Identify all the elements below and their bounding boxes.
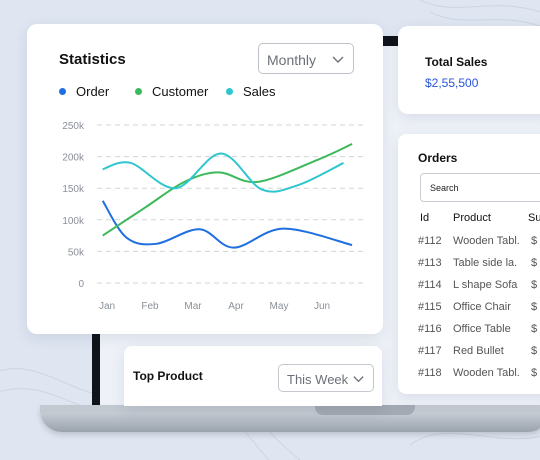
orders-card: Orders Search Id Product Su #112 Wooden T…: [398, 134, 540, 394]
column-header-product[interactable]: Product: [453, 212, 491, 224]
period-select[interactable]: This Week: [278, 364, 374, 392]
table-row[interactable]: #113 Table side la. $: [398, 257, 540, 279]
legend-dot: [135, 88, 142, 95]
chevron-down-icon: [332, 56, 344, 63]
order-product: L shape Sofa: [453, 279, 518, 291]
order-id: #116: [418, 323, 442, 335]
legend-item-order[interactable]: Order: [59, 84, 109, 99]
y-tick-label: 0: [78, 279, 84, 290]
order-product: Table side la.: [453, 257, 518, 269]
order-id: #113: [418, 257, 442, 269]
table-row[interactable]: #114 L shape Sofa $: [398, 279, 540, 301]
order-amount: $: [531, 367, 538, 379]
total-sales-value: $2,55,500: [425, 76, 479, 90]
statistics-card: Statistics Monthly Order Customer Sales …: [27, 24, 383, 334]
order-product: Office Table: [453, 323, 511, 335]
laptop-base-edge: [40, 405, 540, 413]
table-row[interactable]: #115 Office Chair $: [398, 301, 540, 323]
x-tick-label: Feb: [141, 301, 159, 312]
column-header-id[interactable]: Id: [420, 212, 430, 224]
x-tick-label: Apr: [228, 301, 244, 312]
order-id: #112: [418, 235, 442, 247]
series-line-customer[interactable]: [102, 143, 353, 237]
order-product: Office Chair: [453, 301, 511, 313]
column-header-sum[interactable]: Su: [528, 212, 540, 224]
x-tick-label: Mar: [184, 301, 202, 312]
series-line-order[interactable]: [101, 200, 353, 249]
top-product-title: Top Product: [133, 369, 203, 383]
y-tick-label: 100k: [62, 216, 85, 227]
table-row[interactable]: #116 Office Table $: [398, 323, 540, 345]
total-sales-card: Total Sales $2,55,500: [398, 26, 540, 114]
orders-title: Orders: [418, 151, 458, 165]
legend-dot: [59, 88, 66, 95]
order-amount: $: [531, 257, 538, 269]
order-product: Red Bullet: [453, 345, 504, 357]
legend-label: Sales: [243, 84, 276, 99]
order-amount: $: [531, 345, 538, 357]
table-row[interactable]: #117 Red Bullet $: [398, 345, 540, 367]
order-product: Wooden Tabl.: [453, 235, 520, 247]
series-line-sales[interactable]: [102, 152, 344, 193]
y-tick-label: 200k: [62, 153, 85, 164]
period-select[interactable]: Monthly: [258, 43, 354, 74]
statistics-line-chart: 250k 200k 150k 100k 50k 0 Jan Feb Mar Apr May Jun: [62, 121, 363, 312]
legend-label: Order: [76, 84, 110, 99]
x-tick-label: Jan: [99, 301, 115, 312]
period-select-value: This Week: [287, 372, 349, 387]
order-product: Wooden Tabl.: [453, 367, 520, 379]
top-product-card: Top Product This Week: [124, 346, 382, 406]
chevron-down-icon: [353, 376, 364, 383]
laptop-notch: [315, 405, 415, 415]
order-amount: $: [531, 279, 538, 291]
order-id: #117: [418, 345, 442, 357]
total-sales-title: Total Sales: [425, 55, 488, 69]
y-tick-label: 150k: [62, 184, 85, 195]
order-amount: $: [531, 235, 538, 247]
legend-dot: [226, 88, 233, 95]
order-id: #115: [418, 301, 442, 313]
table-row[interactable]: #118 Wooden Tabl. $: [398, 367, 540, 389]
x-tick-label: May: [270, 301, 289, 312]
y-tick-label: 50k: [68, 247, 85, 258]
orders-search-input[interactable]: Search: [420, 173, 540, 202]
period-select-value: Monthly: [267, 52, 317, 68]
statistics-title: Statistics: [59, 51, 126, 68]
x-tick-label: Jun: [314, 301, 330, 312]
order-id: #114: [418, 279, 442, 291]
legend-item-sales[interactable]: Sales: [226, 84, 276, 99]
order-amount: $: [531, 323, 538, 335]
legend-label: Customer: [152, 84, 209, 99]
order-amount: $: [531, 301, 538, 313]
legend-item-customer[interactable]: Customer: [135, 84, 208, 99]
table-row[interactable]: #112 Wooden Tabl. $: [398, 235, 540, 257]
order-id: #118: [418, 367, 442, 379]
y-tick-label: 250k: [62, 121, 85, 132]
